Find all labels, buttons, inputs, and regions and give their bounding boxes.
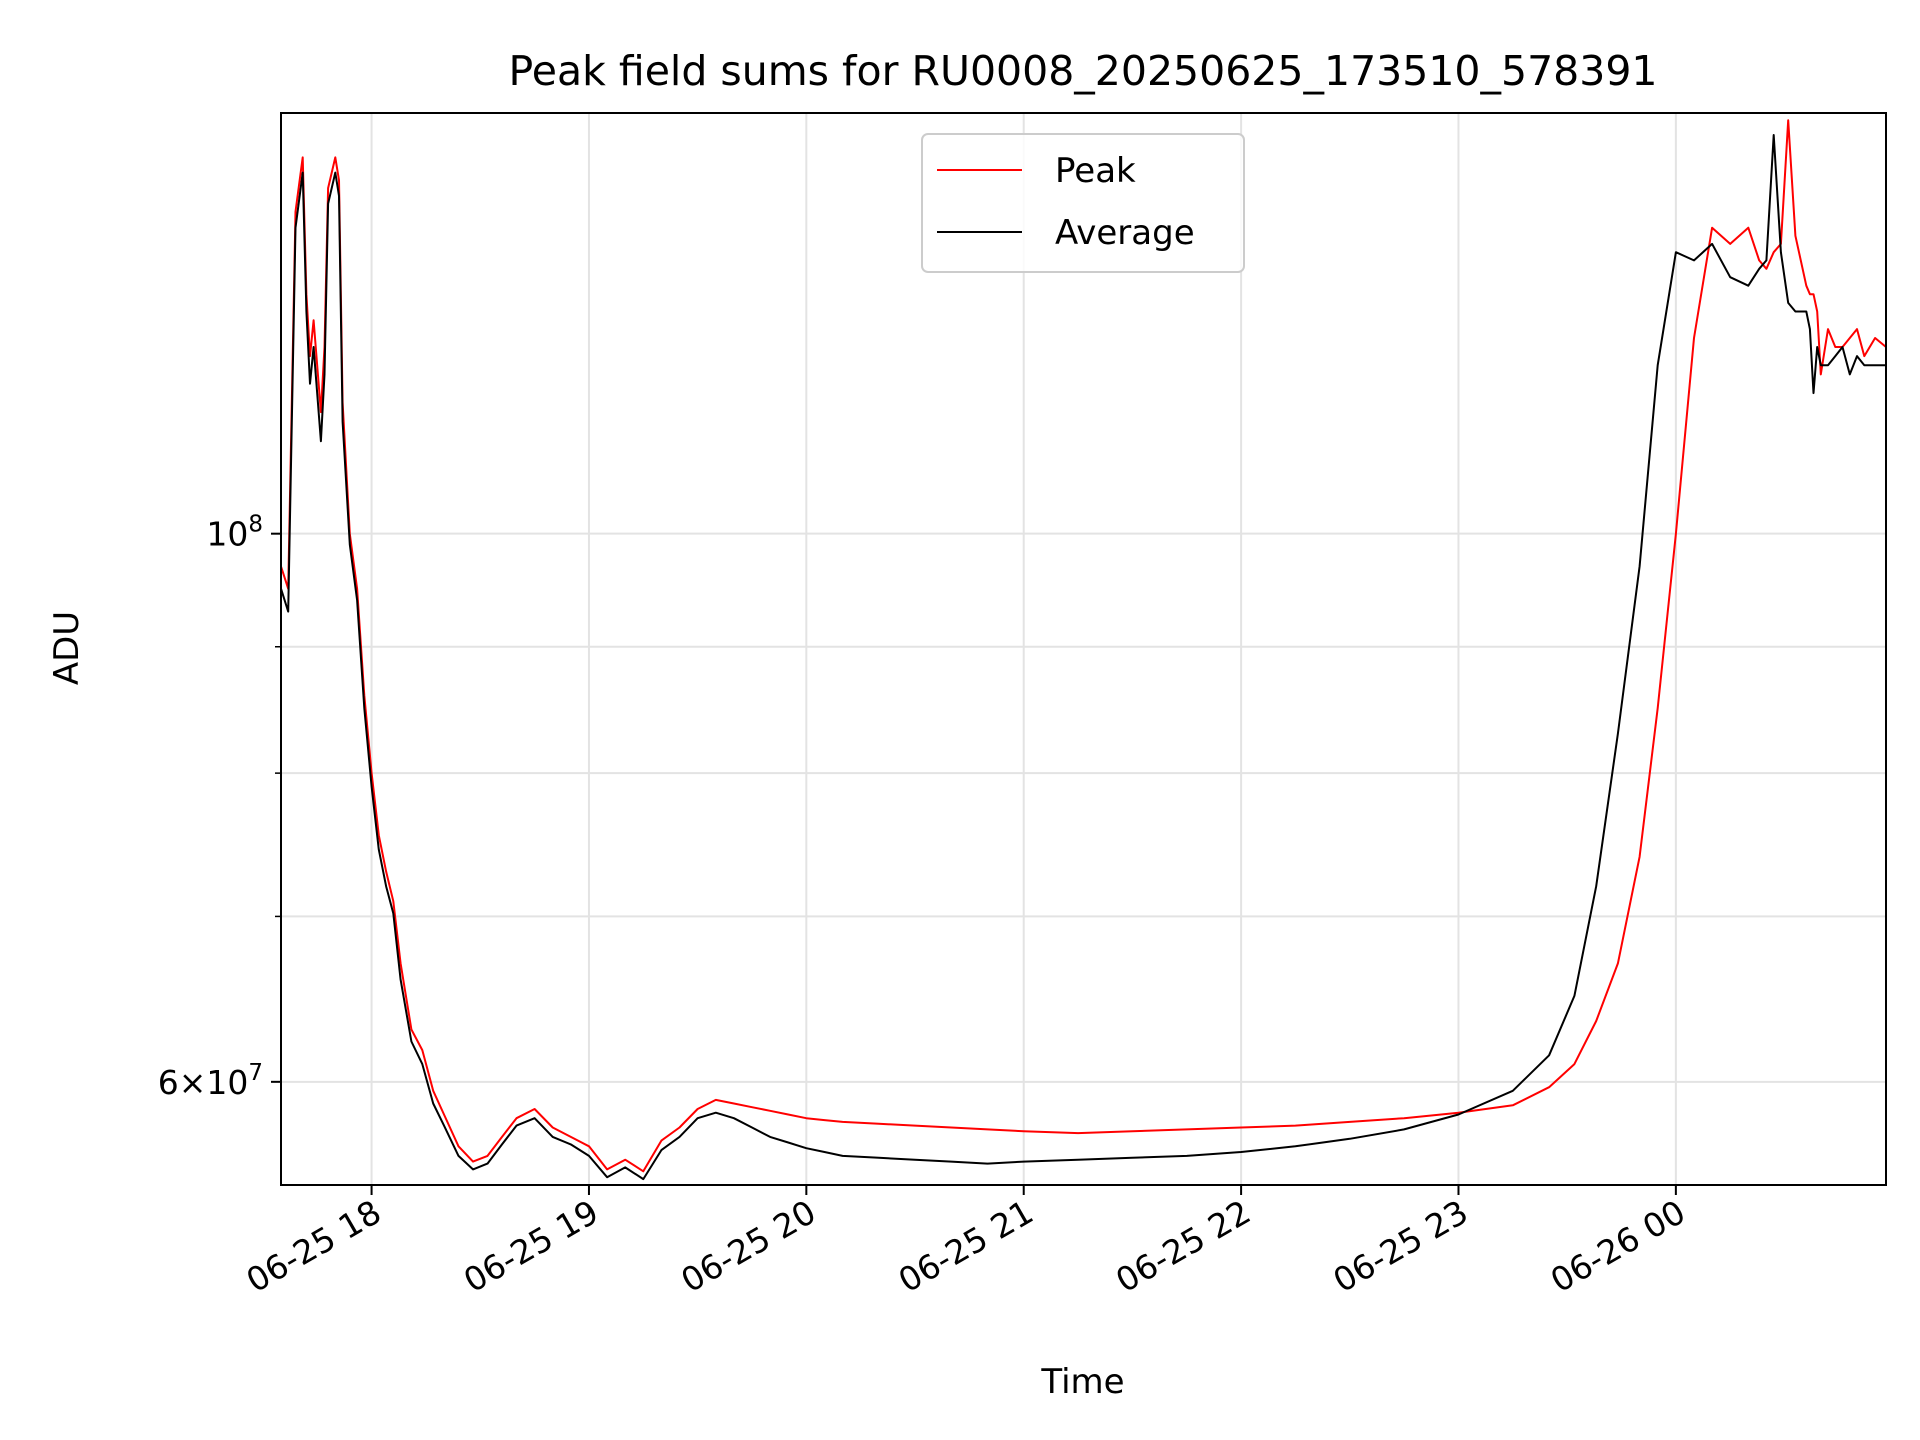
legend-label-peak: Peak: [1055, 151, 1136, 191]
y-axis-label: ADU: [47, 611, 87, 685]
legend-box: [921, 133, 1245, 273]
y-tick-label: 108: [206, 512, 263, 554]
grid: [281, 113, 1886, 1185]
y-axis-ticks: 108 6×107: [158, 512, 281, 1102]
chart-title: Peak field sums for RU0008_20250625_1735…: [508, 47, 1657, 95]
series-group: [280, 119, 1887, 1181]
series-line-average: [280, 134, 1886, 1181]
x-axis-label: Time: [1040, 1362, 1124, 1402]
legend: Peak Average: [921, 133, 1245, 273]
plot-area-frame: [280, 112, 1887, 1186]
legend-label-average: Average: [1055, 213, 1195, 253]
y-tick-label: 6×107: [158, 1060, 263, 1102]
